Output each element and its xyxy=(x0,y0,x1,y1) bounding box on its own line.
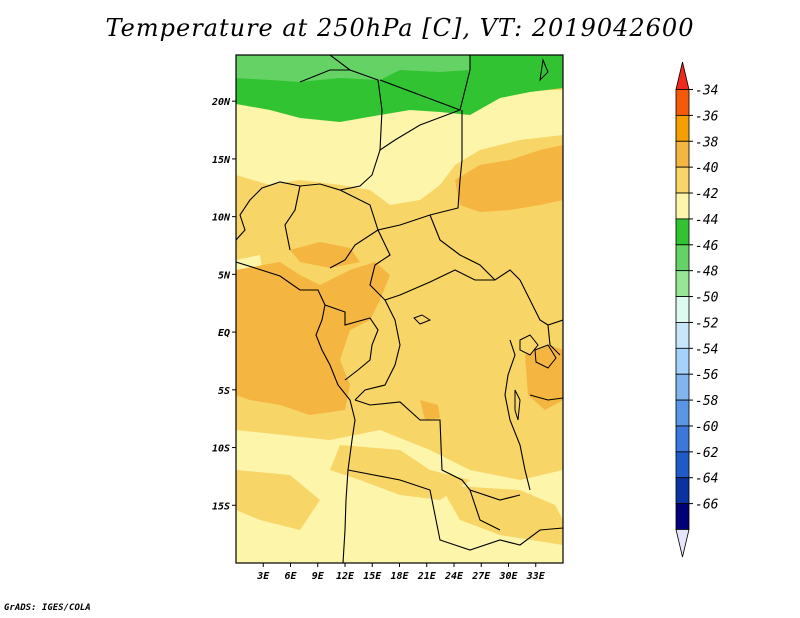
colorbar-label: -52 xyxy=(695,316,719,331)
tanzania-border xyxy=(529,394,563,401)
colorbar-swatch xyxy=(675,347,690,375)
chad-libya-border xyxy=(379,55,471,151)
lon-tick-label: 6E xyxy=(284,571,297,582)
latitude-axis: 20N 15N 10N 5N EQ 5S 10S 15S xyxy=(211,97,236,512)
drc-east-border xyxy=(504,339,531,491)
colorbar-label: -56 xyxy=(695,368,719,383)
country-borders xyxy=(236,55,563,563)
field-minus38-northeast xyxy=(455,145,563,212)
lon-tick-label: 18E xyxy=(390,571,409,582)
south-sudan-border xyxy=(519,279,563,326)
colorbar-label: -62 xyxy=(695,446,719,461)
colorbar-swatch xyxy=(675,114,690,142)
colorbar-swatch xyxy=(675,192,690,220)
colorbar-label: -58 xyxy=(695,394,719,409)
colorbar-swatch xyxy=(675,218,690,246)
lon-tick-label: 24E xyxy=(444,571,464,582)
colorbar-swatch xyxy=(675,244,690,272)
colorbar-swatch xyxy=(675,140,690,168)
lon-tick-label: 33E xyxy=(526,571,546,582)
lat-tick-label: EQ xyxy=(218,328,230,339)
colorbar-swatch xyxy=(675,425,690,453)
colorbar-label: -46 xyxy=(695,239,719,254)
zambia-border xyxy=(347,469,563,551)
lon-tick-label: 3E xyxy=(256,571,270,582)
niger-chad-north xyxy=(379,79,461,111)
colorbar-swatch xyxy=(675,399,690,427)
sudan-border xyxy=(429,214,496,281)
grads-credit: GrADS: IGES/COLA xyxy=(4,603,91,613)
temperature-field xyxy=(236,55,563,563)
colorbar-swatch xyxy=(675,322,690,349)
colorbar-swatch xyxy=(675,270,690,297)
colorbar-swatch xyxy=(675,166,690,194)
field-minus38-west xyxy=(236,262,390,415)
lat-tick-label: 20N xyxy=(211,97,231,108)
lat-tick-label: 10S xyxy=(212,444,230,455)
field-minus40-south xyxy=(330,445,470,500)
lon-tick-label: 9E xyxy=(312,571,325,582)
lon-tick-label: 27E xyxy=(471,571,491,582)
colorbar-swatch xyxy=(675,477,690,505)
colorbar-label: -38 xyxy=(695,135,719,150)
lon-tick-label: 21E xyxy=(417,571,437,582)
lat-tick-label: 15S xyxy=(212,501,230,512)
colorbar-swatch xyxy=(675,373,690,401)
colorbar-label: -60 xyxy=(695,420,719,435)
colorbar-label: -64 xyxy=(695,472,718,487)
zambia-inner-border xyxy=(469,489,501,531)
atlantic-coastline xyxy=(236,261,356,563)
colorbar-swatch xyxy=(675,451,690,479)
lakes xyxy=(413,58,557,421)
colorbar-label: -50 xyxy=(695,291,719,306)
colorbar-label: -44 xyxy=(695,213,718,228)
lake-tanganyika xyxy=(514,389,521,421)
uganda-kenya-border xyxy=(547,324,561,356)
algeria-niger-border xyxy=(299,69,350,83)
lat-tick-label: 5S xyxy=(218,386,230,397)
colorbar-bottom-arrow xyxy=(675,529,690,558)
gabon-congo-border xyxy=(324,304,379,381)
colorbar-swatch xyxy=(675,89,690,116)
congo-drc-border xyxy=(354,299,401,401)
lat-tick-label: 5N xyxy=(218,270,231,281)
lat-tick-label: 10N xyxy=(212,213,231,224)
field-minus42-south xyxy=(236,430,563,563)
lake-mai-ndombe xyxy=(413,314,432,325)
field-minus40-southeast xyxy=(440,485,563,545)
benin-border xyxy=(284,185,301,251)
colorbar: -34 -36 -38 -40 -42 -44 -46 -48 -50 -52 -54 -56 -58 -… xyxy=(675,61,719,558)
car-border xyxy=(369,229,521,301)
colorbar-label: -48 xyxy=(695,265,719,280)
colorbar-label: -34 xyxy=(695,84,718,99)
colorbar-swatch xyxy=(675,296,690,323)
field-minus46-band xyxy=(236,55,470,82)
lake-victoria xyxy=(534,344,557,369)
colorbar-label: -66 xyxy=(695,498,719,513)
chad-east-border xyxy=(377,110,463,231)
lake-albert xyxy=(519,334,539,356)
drc-angola-border xyxy=(354,399,521,501)
lon-tick-label: 12E xyxy=(336,571,355,582)
colorbar-label: -40 xyxy=(695,161,719,176)
field-minus38-patch xyxy=(420,400,440,420)
cameroon-north-border xyxy=(329,189,379,269)
longitude-axis: 3E 6E 9E 12E 15E 18E 21E 24E 27E 30E 33E xyxy=(256,563,546,582)
field-minus40-southwest xyxy=(236,470,320,530)
colorbar-swatch xyxy=(675,503,690,530)
lon-tick-label: 30E xyxy=(498,571,518,582)
colorbar-label: -54 xyxy=(695,342,718,357)
colorbar-label: -42 xyxy=(695,187,719,202)
lat-tick-label: 15N xyxy=(212,155,231,166)
niger-nigeria-border xyxy=(236,55,383,241)
map-title: Temperature at 250hPa [C], VT: 201904260… xyxy=(105,14,695,42)
river-nile-delta xyxy=(539,58,549,82)
lon-tick-label: 15E xyxy=(363,571,382,582)
colorbar-top-arrow xyxy=(675,61,690,90)
colorbar-label: -36 xyxy=(695,109,719,124)
